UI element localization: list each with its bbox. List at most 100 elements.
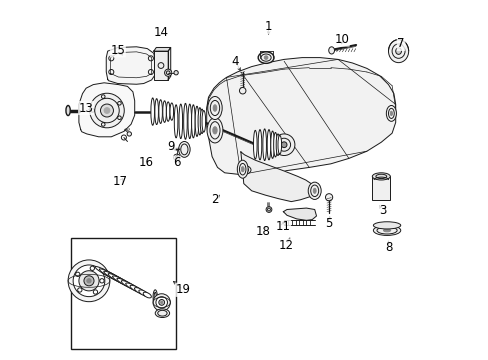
Ellipse shape	[166, 102, 170, 121]
Text: 6: 6	[173, 156, 180, 169]
Ellipse shape	[266, 130, 270, 160]
Circle shape	[174, 71, 178, 75]
Text: 13: 13	[79, 102, 93, 114]
Ellipse shape	[99, 269, 123, 282]
Text: 14: 14	[153, 26, 168, 39]
Ellipse shape	[139, 290, 148, 296]
Ellipse shape	[200, 109, 203, 134]
Ellipse shape	[163, 101, 166, 122]
Circle shape	[265, 207, 271, 212]
Ellipse shape	[130, 285, 142, 293]
Ellipse shape	[258, 52, 273, 63]
Polygon shape	[153, 48, 170, 51]
Ellipse shape	[373, 222, 400, 229]
Circle shape	[160, 301, 163, 303]
Text: 9: 9	[167, 140, 175, 153]
Circle shape	[264, 56, 267, 59]
Polygon shape	[168, 48, 170, 80]
Ellipse shape	[103, 271, 126, 284]
Ellipse shape	[307, 182, 321, 199]
Ellipse shape	[155, 309, 169, 318]
Circle shape	[159, 300, 164, 305]
Ellipse shape	[270, 131, 274, 158]
Ellipse shape	[253, 130, 257, 159]
Circle shape	[73, 265, 104, 297]
Ellipse shape	[213, 105, 216, 111]
Ellipse shape	[143, 292, 151, 298]
Text: 12: 12	[279, 239, 293, 252]
Ellipse shape	[198, 108, 201, 135]
Ellipse shape	[202, 111, 205, 132]
Ellipse shape	[276, 134, 279, 156]
Ellipse shape	[387, 40, 408, 63]
Ellipse shape	[207, 96, 222, 120]
Circle shape	[175, 156, 178, 159]
Circle shape	[325, 194, 332, 201]
Ellipse shape	[191, 105, 195, 138]
Text: 7: 7	[397, 37, 404, 50]
Ellipse shape	[237, 160, 247, 178]
Ellipse shape	[212, 127, 217, 134]
Circle shape	[127, 132, 131, 136]
Ellipse shape	[187, 104, 191, 139]
Ellipse shape	[174, 105, 178, 138]
Polygon shape	[79, 83, 134, 137]
Circle shape	[87, 279, 91, 283]
Ellipse shape	[117, 278, 134, 288]
Ellipse shape	[395, 48, 401, 54]
Ellipse shape	[277, 135, 281, 154]
Ellipse shape	[383, 229, 390, 232]
Ellipse shape	[389, 111, 392, 116]
Text: 5: 5	[325, 217, 332, 230]
Circle shape	[156, 297, 167, 308]
Circle shape	[79, 271, 99, 291]
Text: 16: 16	[139, 156, 154, 169]
Circle shape	[153, 294, 170, 311]
Circle shape	[104, 108, 110, 113]
Text: 8: 8	[384, 241, 391, 254]
Ellipse shape	[328, 47, 334, 54]
Polygon shape	[106, 47, 154, 84]
Ellipse shape	[195, 106, 199, 136]
Bar	[371, 176, 389, 200]
Polygon shape	[283, 208, 316, 220]
Circle shape	[239, 87, 245, 94]
Ellipse shape	[125, 283, 140, 292]
Bar	[153, 51, 168, 80]
Text: 19: 19	[176, 283, 190, 296]
Polygon shape	[241, 152, 316, 202]
Circle shape	[101, 104, 113, 117]
Ellipse shape	[313, 188, 316, 193]
Ellipse shape	[153, 290, 157, 304]
Ellipse shape	[258, 130, 261, 160]
Text: 2: 2	[211, 193, 218, 206]
Ellipse shape	[206, 118, 223, 143]
Ellipse shape	[371, 173, 389, 180]
Ellipse shape	[112, 276, 131, 287]
Ellipse shape	[151, 98, 154, 125]
Circle shape	[281, 142, 286, 148]
Bar	[71, 238, 176, 349]
Ellipse shape	[373, 225, 400, 235]
Polygon shape	[206, 58, 395, 175]
Ellipse shape	[386, 105, 396, 121]
Ellipse shape	[108, 274, 128, 285]
Circle shape	[89, 93, 124, 128]
Ellipse shape	[121, 280, 137, 290]
Ellipse shape	[238, 166, 250, 174]
Ellipse shape	[178, 141, 190, 157]
Text: 15: 15	[110, 44, 125, 57]
Ellipse shape	[170, 103, 173, 120]
Ellipse shape	[66, 105, 70, 116]
Text: 18: 18	[256, 225, 270, 238]
Text: 17: 17	[113, 175, 127, 188]
Ellipse shape	[273, 132, 277, 157]
Circle shape	[68, 260, 110, 302]
Ellipse shape	[159, 100, 162, 123]
Text: 11: 11	[275, 220, 290, 233]
Ellipse shape	[241, 167, 244, 172]
Circle shape	[273, 134, 294, 156]
Text: 10: 10	[334, 33, 348, 46]
Text: 4: 4	[231, 55, 239, 68]
Text: 3: 3	[378, 204, 386, 217]
